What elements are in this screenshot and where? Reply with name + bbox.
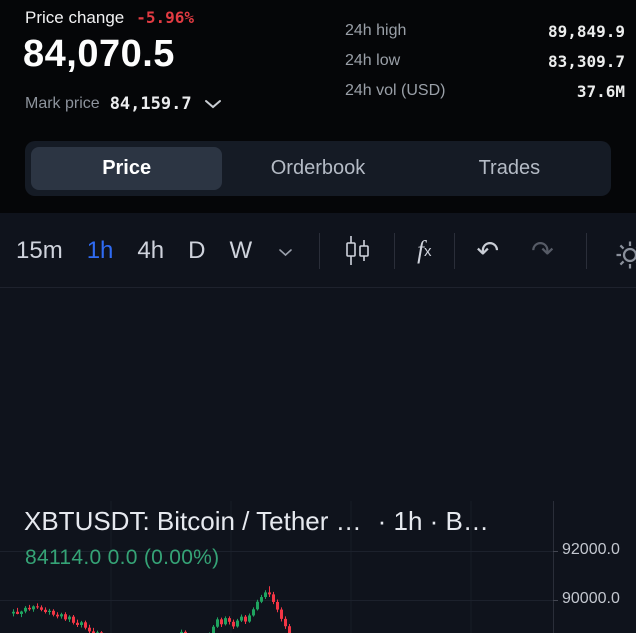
mark-price-value: 84,159.7 xyxy=(109,94,192,114)
chart-canvas[interactable] xyxy=(0,501,636,633)
price-change-label: Price change xyxy=(25,8,125,27)
stats-block: 24h high 89,849.9 24h low 83,309.7 24h vol (… xyxy=(345,16,625,106)
toolbar-divider xyxy=(319,233,321,269)
stat-row: 24h low 83,309.7 xyxy=(345,46,625,76)
interval-group: 15m 1h 4h D W xyxy=(16,237,276,265)
toolbar-divider xyxy=(394,233,396,269)
tab-orderbook[interactable]: Orderbook xyxy=(270,157,366,179)
stat-value: 37.6M xyxy=(576,81,625,101)
ohlc-readout: 84114.0 0.0 (0.00%) xyxy=(25,546,220,569)
price-axis-label: 92000.0 xyxy=(562,541,620,558)
stat-label: 24h vol (USD) xyxy=(345,82,446,99)
stat-value: 89,849.9 xyxy=(547,21,625,41)
candlestick-chart[interactable]: XBTUSDT: Bitcoin / Tether … · 1h · B… 841… xyxy=(0,501,636,633)
tab-price[interactable]: Price xyxy=(31,147,223,190)
undo-icon[interactable]: ↶ xyxy=(476,235,500,267)
price-change-row: Price change -5.96% xyxy=(25,8,194,28)
interval-d[interactable]: D xyxy=(188,237,206,264)
chevron-down-icon[interactable] xyxy=(204,99,222,109)
interval-chevron-down-icon[interactable] xyxy=(278,244,293,262)
interval-15m[interactable]: 15m xyxy=(16,237,63,264)
view-tabbar: Price Orderbook Trades xyxy=(25,141,611,196)
symbol-title-text: XBTUSDT: Bitcoin / Tether … xyxy=(24,506,362,536)
last-price: 84,070.5 xyxy=(23,33,175,75)
price-axis-label: 90000.0 xyxy=(562,590,620,607)
price-change-value: -5.96% xyxy=(136,8,195,27)
symbol-title-suffix: · 1h · B… xyxy=(377,506,489,536)
settings-gear-icon[interactable] xyxy=(612,237,636,273)
stat-label: 24h low xyxy=(345,52,401,69)
stat-row: 24h vol (USD) 37.6M xyxy=(345,76,625,106)
mark-price-row[interactable]: Mark price 84,159.7 xyxy=(25,94,222,114)
interval-1h[interactable]: 1h xyxy=(86,237,114,264)
toolbar-divider xyxy=(585,233,587,269)
stat-row: 24h high 89,849.9 xyxy=(345,16,625,46)
candlestick-style-icon[interactable] xyxy=(342,234,372,268)
stat-label: 24h high xyxy=(345,22,407,39)
toolbar-divider xyxy=(453,233,455,269)
mark-price-label: Mark price xyxy=(25,95,100,112)
ticker-header: Price change -5.96% 84,070.5 Mark price … xyxy=(0,0,636,140)
interval-w[interactable]: W xyxy=(229,237,253,264)
redo-icon[interactable]: ↷ xyxy=(531,235,554,267)
interval-4h[interactable]: 4h xyxy=(137,237,165,264)
tab-trades[interactable]: Trades xyxy=(478,157,541,179)
chart-symbol-title[interactable]: XBTUSDT: Bitcoin / Tether … · 1h · B… xyxy=(24,506,489,537)
stat-value: 83,309.7 xyxy=(547,51,625,71)
